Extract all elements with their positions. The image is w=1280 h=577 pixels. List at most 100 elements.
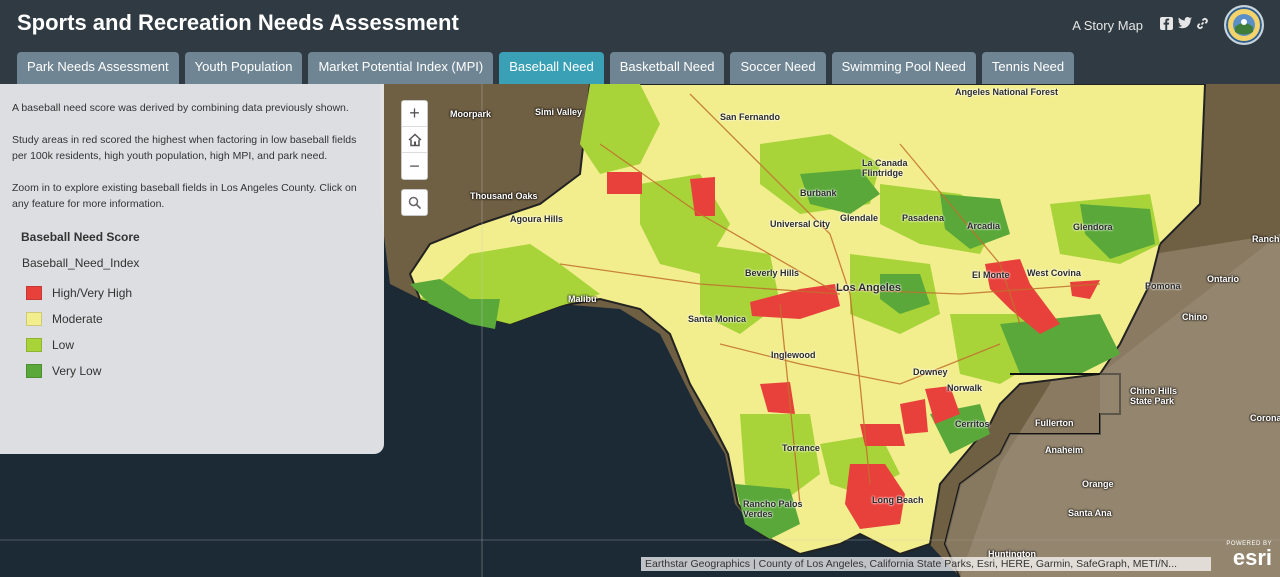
map-label-malibu: Malibu [568, 294, 597, 304]
search-button[interactable] [401, 189, 428, 216]
map-label-chino-hills: Chino Hills State Park [1130, 386, 1177, 406]
legend-swatch-low [26, 338, 42, 352]
legend-label-very-low: Very Low [52, 364, 102, 378]
tab-swimming-pool-need[interactable]: Swimming Pool Need [831, 52, 976, 84]
map-label-thousand-oaks: Thousand Oaks [470, 191, 538, 201]
map-attribution: Earthstar Geographics | County of Los An… [641, 557, 1211, 571]
home-icon [407, 132, 422, 146]
home-button[interactable] [402, 127, 427, 153]
map-label-simi-valley: Simi Valley [535, 107, 583, 117]
high-area-9[interactable] [925, 386, 960, 424]
map-label-long-beach: Long Beach [872, 495, 924, 505]
esri-wordmark: esri [1232, 545, 1272, 570]
map-label-glendale: Glendale [840, 213, 879, 223]
map-label-downey: Downey [913, 367, 948, 377]
high-area-8[interactable] [900, 399, 928, 434]
map-label-ranch: Ranch [1252, 234, 1280, 244]
very-low-area-palos-verdes[interactable] [735, 484, 800, 539]
app-header: Sports and Recreation Needs Assessment A… [0, 0, 1280, 84]
map-label-rancho-palos-verdes: Rancho Palos Verdes [743, 499, 803, 519]
map-label-anaheim: Anaheim [1045, 445, 1084, 455]
county-seal-icon [1224, 5, 1264, 45]
very-low-area-eastla[interactable] [880, 274, 930, 314]
legend-label-low: Low [52, 338, 75, 352]
map-label-agoura-hills: Agoura Hills [510, 214, 564, 224]
search-icon [408, 196, 421, 209]
map-label-angeles-nf: Angeles National Forest [955, 87, 1059, 97]
info-panel: A baseball need score was derived by com… [0, 84, 384, 454]
high-area-7[interactable] [860, 424, 905, 446]
legend-item-high: High/Very High [26, 280, 372, 306]
panel-paragraph-intro: A baseball need score was derived by com… [12, 102, 349, 114]
map-label-fullerton: Fullerton [1035, 418, 1074, 428]
legend-label-moderate: Moderate [52, 312, 103, 326]
map-label-pomona: Pomona [1145, 281, 1181, 291]
zoom-controls: + − [401, 100, 428, 180]
tab-baseball-need[interactable]: Baseball Need [499, 52, 604, 84]
very-low-area-glendora[interactable] [1080, 204, 1155, 259]
link-icon[interactable] [1195, 17, 1209, 31]
map-label-arcadia: Arcadia [967, 221, 1001, 231]
tab-bar: Park Needs Assessment Youth Population M… [17, 52, 1075, 84]
esri-logo: POWERED BY esri [1226, 541, 1272, 569]
facebook-icon[interactable] [1159, 17, 1173, 31]
tab-market-potential-index[interactable]: Market Potential Index (MPI) [308, 52, 494, 84]
map-label-cerritos: Cerritos [955, 419, 990, 429]
very-low-area-arcadia[interactable] [940, 194, 1010, 249]
high-area-1[interactable] [607, 172, 642, 194]
high-area-6[interactable] [760, 382, 795, 414]
map-label-santa-monica: Santa Monica [688, 314, 747, 324]
twitter-icon[interactable] [1178, 17, 1192, 31]
story-map-link[interactable]: A Story Map [1072, 18, 1143, 33]
map-label-orange: Orange [1082, 479, 1114, 489]
tab-basketball-need[interactable]: Basketball Need [609, 52, 725, 84]
page-title: Sports and Recreation Needs Assessment [17, 10, 459, 35]
legend-title: Baseball Need Score [21, 230, 140, 244]
map-label-moorpark: Moorpark [450, 109, 492, 119]
zoom-out-button[interactable]: − [409, 155, 420, 176]
very-low-area-lacanada[interactable] [800, 169, 880, 214]
map-label-west-covina: West Covina [1027, 268, 1081, 278]
tab-tennis-need[interactable]: Tennis Need [981, 52, 1075, 84]
map-label-corona: Corona [1250, 413, 1280, 423]
very-low-area-coast[interactable] [410, 279, 500, 329]
map-label-chino: Chino [1182, 312, 1208, 322]
high-area-2[interactable] [690, 177, 715, 216]
tab-park-needs-assessment[interactable]: Park Needs Assessment [17, 52, 179, 84]
map-label-burbank: Burbank [800, 188, 837, 198]
legend-item-low: Low [26, 332, 372, 358]
legend-item-very-low: Very Low [26, 358, 372, 384]
high-area-10[interactable] [845, 464, 905, 529]
tab-youth-population[interactable]: Youth Population [184, 52, 303, 84]
map-label-norwalk: Norwalk [947, 383, 983, 393]
map-label-ontario: Ontario [1207, 274, 1240, 284]
legend-field-name: Baseball_Need_Index [22, 256, 140, 270]
high-area-4[interactable] [985, 259, 1060, 334]
map-label-universal-city: Universal City [770, 219, 831, 229]
map-label-glendora: Glendora [1073, 222, 1113, 232]
map-label-el-monte: El Monte [972, 270, 1010, 280]
very-low-area-rowland[interactable] [1000, 314, 1120, 374]
map-label-torrance: Torrance [782, 443, 820, 453]
legend-label-high: High/Very High [52, 286, 133, 300]
panel-paragraph-instructions: Zoom in to explore existing baseball fie… [12, 182, 357, 210]
map-label-la-canada: La Canada Flintridge [862, 158, 908, 178]
map-label-inglewood: Inglewood [771, 350, 816, 360]
tab-soccer-need[interactable]: Soccer Need [730, 52, 826, 84]
legend-item-moderate: Moderate [26, 306, 372, 332]
freeways [559, 93, 1101, 505]
zoom-in-button[interactable]: + [402, 101, 427, 127]
map-label-pasadena: Pasadena [902, 213, 945, 223]
esri-powered-by: POWERED BY [1226, 541, 1272, 547]
map-label-huntington: Huntington [988, 549, 1036, 559]
legend-swatch-very-low [26, 364, 42, 378]
low-area-north[interactable] [580, 84, 660, 174]
orange-county-terrain [945, 234, 1280, 577]
map-label-santa-ana: Santa Ana [1068, 508, 1112, 518]
map-label-beverly-hills: Beverly Hills [745, 268, 800, 278]
map-label-san-fernando: San Fernando [720, 112, 781, 122]
panel-paragraph-criteria: Study areas in red scored the highest wh… [12, 134, 357, 162]
legend-swatch-high [26, 286, 42, 300]
low-area-southbay[interactable] [740, 414, 820, 504]
map-label-los-angeles: Los Angeles [836, 282, 901, 294]
